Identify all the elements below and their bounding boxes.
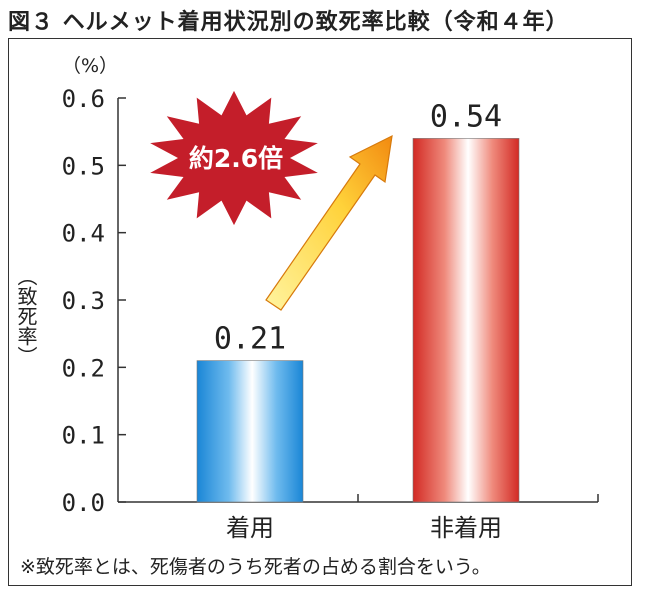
y-axis-title: （致死率） bbox=[14, 266, 38, 366]
unit-label: （%） bbox=[62, 55, 118, 77]
y-tick-label: 0.2 bbox=[62, 354, 105, 382]
chart-title: 図３ ヘルメット着用状況別の致死率比較（令和４年） bbox=[8, 10, 569, 35]
bar-2 bbox=[412, 138, 520, 503]
chart-frame bbox=[8, 38, 632, 586]
y-tick-label: 0.3 bbox=[62, 287, 105, 315]
y-tick-label: 0.4 bbox=[62, 220, 105, 248]
data-label: 0.21 bbox=[214, 322, 286, 357]
increase-arrow-icon bbox=[265, 134, 393, 311]
burst-badge: 約2.6倍 bbox=[150, 90, 318, 226]
burst-label: 約2.6倍 bbox=[189, 144, 283, 173]
y-tick-label: 0.1 bbox=[62, 422, 105, 450]
y-tick-label: 0.6 bbox=[62, 85, 105, 113]
category-label: 着用 bbox=[226, 514, 274, 542]
y-tick-label: 0.0 bbox=[62, 489, 105, 517]
data-label: 0.54 bbox=[430, 99, 502, 134]
y-tick-label: 0.5 bbox=[62, 152, 105, 180]
footnote: ※致死率とは、死傷者のうち死者の占める割合をいう。 bbox=[20, 556, 491, 578]
category-label: 非着用 bbox=[430, 514, 502, 542]
bar-1 bbox=[196, 360, 304, 503]
